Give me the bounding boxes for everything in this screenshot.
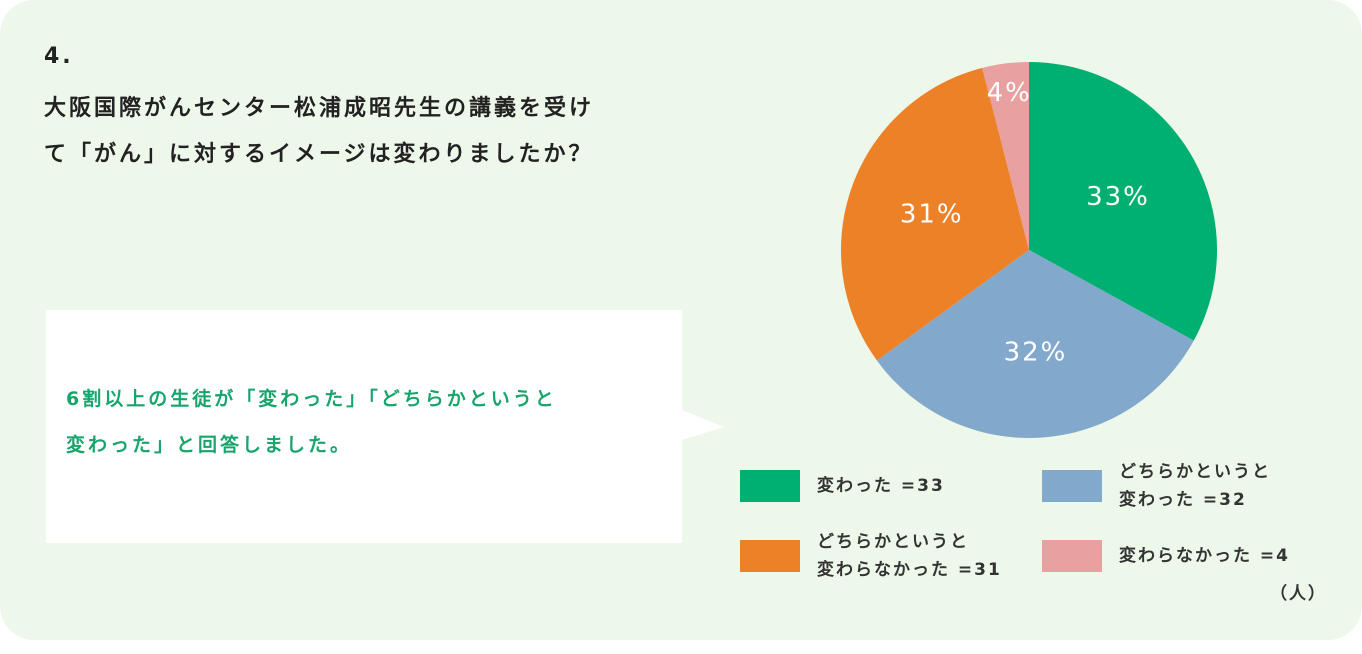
legend-label: どちらかというと 変わった =32 bbox=[1119, 462, 1271, 510]
callout-text: 6割以上の生徒が「変わった」「どちらかというと bbox=[66, 388, 557, 410]
pie-slice bbox=[841, 67, 1029, 361]
legend-swatch bbox=[1042, 470, 1102, 502]
legend-label: どちらかというと 変わらなかった =31 bbox=[817, 532, 1002, 580]
unit-label: （人） bbox=[1270, 584, 1327, 604]
slice-label: 33% bbox=[1086, 182, 1150, 212]
slice-label: 4% bbox=[987, 78, 1032, 108]
slice-label: 32% bbox=[1004, 338, 1068, 368]
question-text: て「がん」に対するイメージは変わりましたか？ bbox=[44, 142, 594, 167]
question-number: 4. bbox=[44, 44, 74, 69]
legend-swatch bbox=[1042, 540, 1102, 572]
legend-label: 変わらなかった =4 bbox=[1119, 546, 1290, 566]
pie-slice bbox=[982, 62, 1029, 250]
slice-label: 31% bbox=[900, 199, 964, 229]
legend-swatch bbox=[740, 470, 800, 502]
legend-swatch bbox=[740, 540, 800, 572]
callout-box bbox=[46, 310, 724, 543]
pie-slice bbox=[876, 250, 1194, 438]
callout-text: 変わった」と回答しました。 bbox=[66, 434, 353, 456]
pie-slice bbox=[1029, 62, 1217, 341]
question-text: 大阪国際がんセンター松浦成昭先生の講義を受け bbox=[44, 96, 595, 121]
legend-label: 変わった =33 bbox=[817, 476, 945, 496]
